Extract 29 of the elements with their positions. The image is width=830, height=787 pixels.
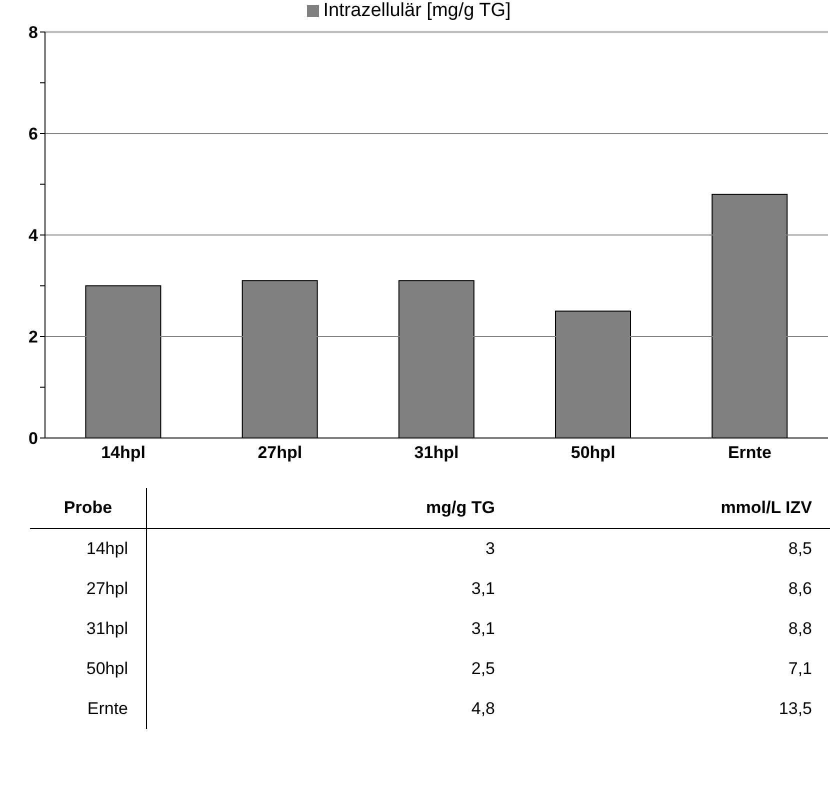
text: mg/g TG bbox=[425, 497, 496, 519]
text: 8,6 bbox=[787, 578, 813, 600]
text: 3,1 bbox=[470, 618, 496, 640]
text: 31hpl bbox=[30, 609, 146, 649]
x-tick-label: 31hpl bbox=[414, 443, 459, 462]
text: 13,5 bbox=[778, 698, 813, 720]
text: 14hpl bbox=[30, 528, 146, 569]
text: 4,8 bbox=[470, 698, 496, 720]
text: 8,8 bbox=[787, 618, 813, 640]
y-tick-label: 0 bbox=[28, 429, 38, 448]
text: 27hpl bbox=[30, 569, 146, 609]
x-tick-label: 14hpl bbox=[101, 443, 146, 462]
text: 7,1 bbox=[787, 658, 813, 680]
x-tick-label: Ernte bbox=[728, 443, 772, 462]
x-tick-label: 27hpl bbox=[258, 443, 302, 462]
text: 3 bbox=[484, 538, 496, 560]
y-tick-label: 6 bbox=[28, 124, 38, 144]
text: 50hpl bbox=[30, 649, 146, 689]
y-tick-label: 2 bbox=[28, 328, 38, 347]
text: 8,5 bbox=[787, 538, 813, 560]
y-tick-label: 4 bbox=[28, 226, 39, 246]
text: 3,1 bbox=[470, 578, 496, 600]
y-tick-label: 8 bbox=[28, 23, 38, 42]
text: Probe bbox=[30, 488, 146, 528]
x-tick-label: 50hpl bbox=[570, 443, 616, 462]
text: 2,5 bbox=[470, 658, 496, 680]
text: mmol/L IZV bbox=[720, 497, 813, 519]
legend-label: Intrazellulär [mg/g TG] bbox=[323, 0, 511, 21]
text: Ernte bbox=[30, 689, 146, 729]
